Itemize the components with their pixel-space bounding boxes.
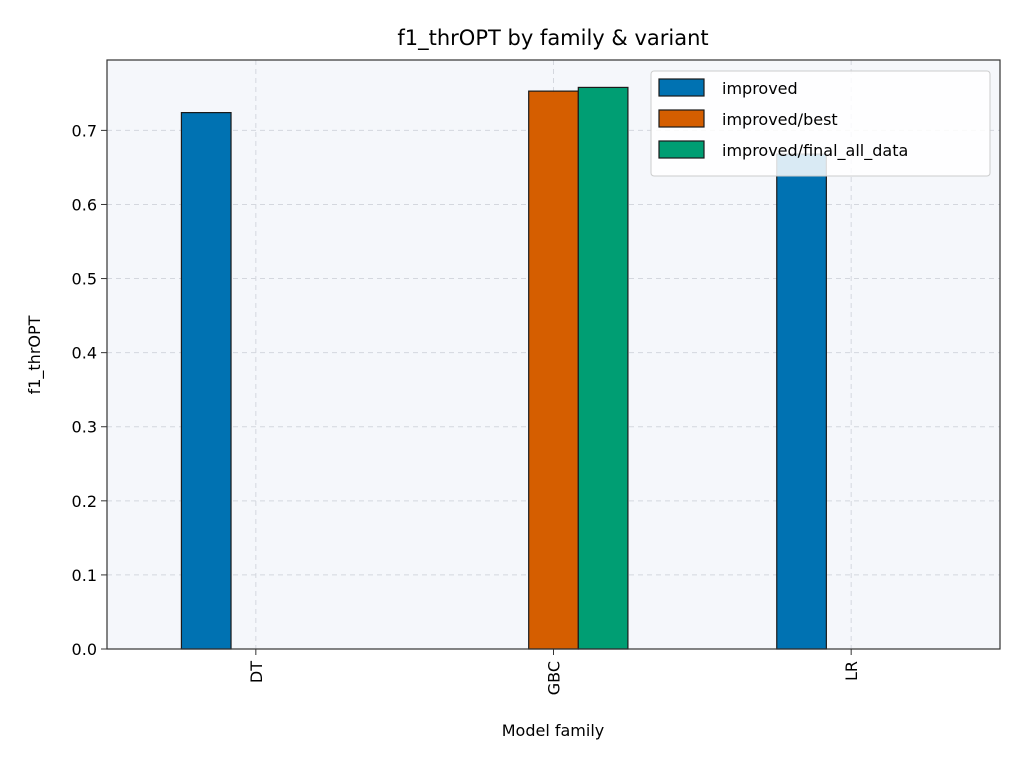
x-tick-label: GBC <box>545 661 564 695</box>
bars <box>180 86 827 650</box>
legend-label: improved <box>722 79 798 98</box>
bar <box>180 112 232 650</box>
legend-items: improved improved/best improved/final_all_… <box>658 78 908 161</box>
x-tick-label: DT <box>247 661 266 683</box>
y-tick-label: 0.4 <box>72 344 97 363</box>
y-axis: 0.0 0.1 0.2 0.3 0.4 0.5 0.6 0.7 <box>72 121 107 659</box>
y-axis-label: f1_thrOPT <box>25 315 45 394</box>
y-tick-label: 0.0 <box>72 640 97 659</box>
x-axis: DT GBC LR <box>247 649 861 695</box>
chart-title: f1_thrOPT by family & variant <box>397 26 708 51</box>
legend: improved improved/best improved/final_all_… <box>650 70 991 177</box>
legend-label: improved/best <box>722 110 838 129</box>
legend-box <box>650 70 991 177</box>
y-tick-label: 0.5 <box>72 270 97 289</box>
bar <box>776 153 827 650</box>
bar <box>528 90 579 650</box>
y-tick-label: 0.7 <box>72 121 97 140</box>
legend-swatch <box>658 109 705 128</box>
y-tick-label: 0.2 <box>72 492 97 511</box>
y-tick-label: 0.3 <box>72 418 97 437</box>
legend-swatch <box>658 140 705 159</box>
y-tick-label: 0.6 <box>72 195 97 214</box>
y-tick-label: 0.1 <box>72 566 97 585</box>
x-axis-label: Model family <box>502 721 605 740</box>
legend-label: improved/final_all_data <box>722 141 908 161</box>
bar <box>577 86 629 650</box>
legend-swatch <box>658 78 705 97</box>
x-tick-label: LR <box>842 661 861 681</box>
